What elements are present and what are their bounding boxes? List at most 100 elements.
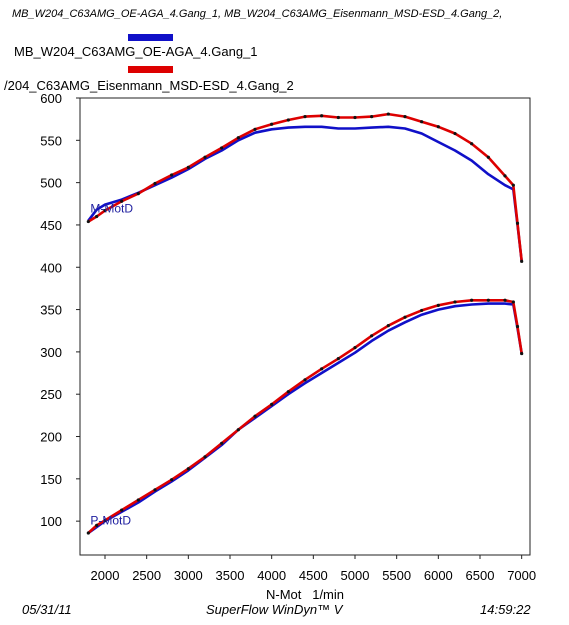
series-point (353, 346, 357, 350)
footer-time: 14:59:22 (480, 602, 531, 617)
series-point (186, 467, 190, 471)
series-point (203, 155, 207, 159)
series-point (103, 518, 107, 522)
series-point (353, 115, 357, 120)
footer-app-name: SuperFlow WinDyn™ V (206, 602, 343, 617)
series-line-p-motd-blue (87, 302, 523, 535)
series-point (120, 508, 124, 512)
y-tick-label: 100 (40, 514, 62, 529)
series-point (253, 127, 257, 131)
series-layer (86, 112, 524, 535)
series-point (320, 367, 324, 371)
series-point (336, 357, 340, 361)
series-point (336, 115, 340, 120)
series-point (486, 155, 490, 159)
series-point (420, 308, 424, 313)
series-point (236, 136, 240, 140)
series-point (511, 183, 515, 187)
series-point (170, 478, 174, 482)
series-point (486, 298, 490, 302)
footer-date: 05/31/11 (22, 602, 72, 617)
label-layer: M-MotD P-MotD (90, 201, 133, 527)
y-tick-label: 250 (40, 387, 62, 402)
x-tick-label: 6000 (424, 568, 453, 583)
y-tick-label: 300 (40, 345, 62, 360)
x-tick-label: 7000 (507, 568, 536, 583)
series-point (103, 208, 107, 213)
series-point (503, 174, 507, 178)
series-point (515, 221, 520, 225)
series-point (120, 199, 124, 203)
x-tick-label: 3000 (174, 568, 203, 583)
x-tick-label: 4000 (257, 568, 286, 583)
axes-layer: 100 150 200 250 300 350 400 450 500 550 600 2000 250… (40, 91, 536, 600)
series-point (386, 324, 390, 328)
series-point (286, 118, 290, 122)
y-tick-label: 200 (40, 430, 62, 445)
y-tick-label: 350 (40, 303, 62, 318)
y-tick-label: 600 (40, 91, 62, 106)
series-point (436, 125, 440, 129)
series-point (186, 165, 190, 169)
series-line-m-motd-blue (87, 125, 523, 262)
series-point (386, 112, 390, 116)
plot-frame (79, 97, 531, 556)
x-tick-label: 4500 (299, 568, 328, 583)
series-line-p-motd-red (87, 298, 523, 534)
x-tick-label: 5500 (382, 568, 411, 583)
x-tick-label: 2000 (91, 568, 120, 583)
x-tick-label: 5000 (341, 568, 370, 583)
x-tick-label: 6500 (466, 568, 495, 583)
legend-label-series-1: MB_W204_C63AMG_OE-AGA_4.Gang_1 (14, 44, 258, 59)
series-point (95, 523, 99, 527)
series-point (470, 142, 474, 146)
series-point (403, 315, 407, 319)
legend-swatch-blue (128, 34, 173, 41)
series-label-p-motd: P-MotD (90, 514, 131, 528)
series-point (453, 300, 457, 304)
series-point (420, 120, 424, 124)
series-point (515, 324, 520, 329)
series-point (220, 146, 224, 150)
series-point (136, 498, 140, 502)
legend-swatch-red (128, 66, 173, 73)
series-point (286, 390, 290, 394)
x-tick-label: 3500 (216, 568, 245, 583)
y-tick-label: 400 (40, 260, 62, 275)
chart-subtitle: MB_W204_C63AMG_OE-AGA_4.Gang_1, MB_W204_… (12, 8, 503, 20)
series-point (511, 300, 515, 304)
dyno-chart: 100 150 200 250 300 350 400 450 500 550 600 2000 250… (40, 91, 536, 600)
x-tick-label: 2500 (132, 568, 161, 583)
series-point (220, 441, 224, 445)
series-point (203, 455, 207, 459)
series-point (370, 334, 374, 338)
series-point (403, 115, 407, 119)
y-tick-label: 550 (40, 133, 62, 148)
series-point (136, 192, 140, 196)
y-tick-label: 500 (40, 176, 62, 191)
y-tick-label: 450 (40, 218, 62, 233)
series-point (95, 214, 99, 219)
series-point (453, 131, 457, 136)
series-point (503, 298, 507, 302)
series-point (303, 378, 307, 382)
series-point (320, 114, 324, 118)
x-axis-label: N-Mot_ 1/min (266, 587, 344, 600)
series-point (303, 115, 307, 119)
series-line-m-motd-red (87, 112, 523, 262)
series-point (470, 298, 474, 302)
series-point (153, 488, 157, 492)
series-point (270, 402, 274, 406)
series-point (170, 173, 174, 177)
series-point (436, 303, 440, 307)
series-point (370, 115, 374, 119)
series-point (236, 428, 240, 432)
y-tick-label: 150 (40, 472, 62, 487)
series-point (520, 351, 524, 356)
series-point (153, 181, 157, 186)
series-point (520, 259, 524, 263)
legend-label-series-2: /204_C63AMG_Eisenmann_MSD-ESD_4.Gang_2 (4, 78, 294, 93)
series-point (270, 122, 274, 126)
series-point (86, 219, 90, 224)
series-point (253, 414, 257, 418)
